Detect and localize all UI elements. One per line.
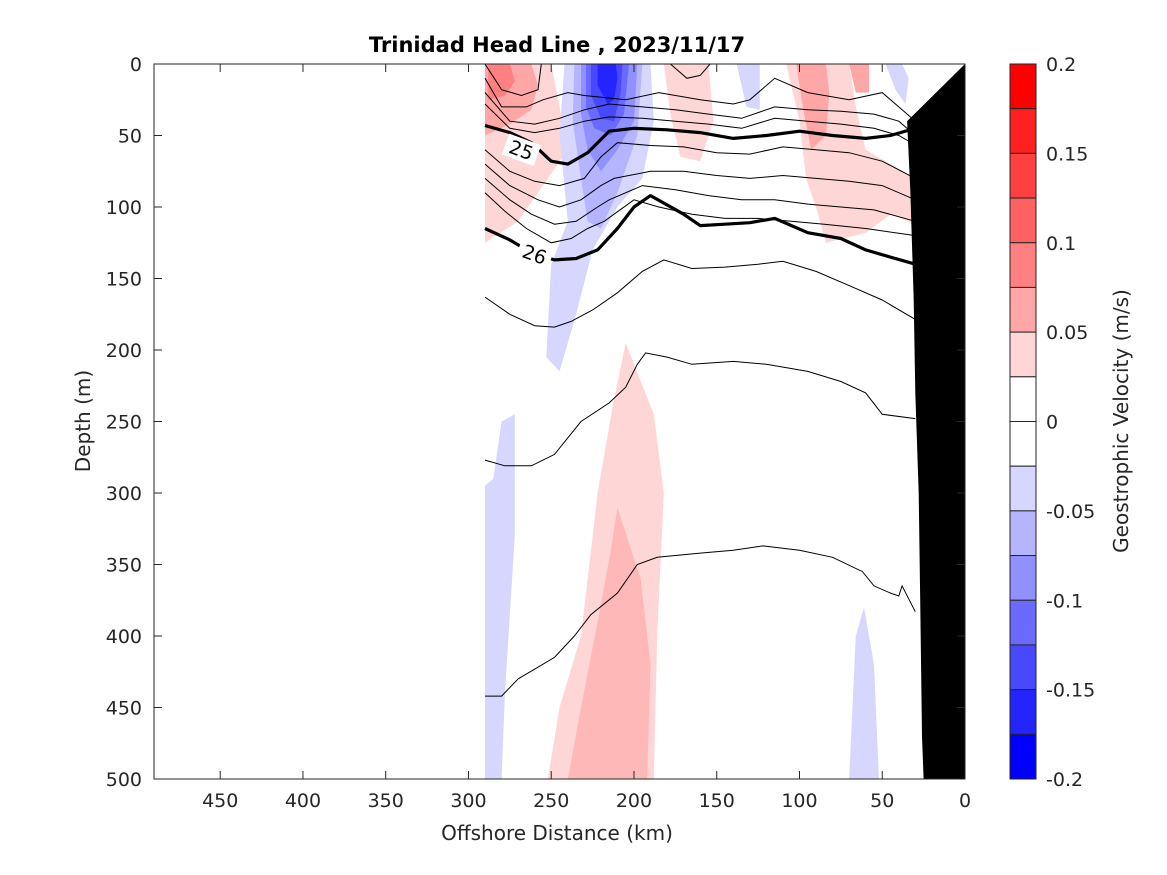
x-tick-label: 200: [616, 790, 652, 812]
colorbar-tick-label: 0.1: [1046, 233, 1076, 255]
isopycnal-line: [484, 77, 916, 122]
x-tick-label: 100: [781, 790, 817, 812]
colorbar-tick-label: 0: [1046, 412, 1058, 434]
x-tick-label: 50: [870, 790, 894, 812]
colorbar-cell: [1009, 421, 1037, 467]
colorbar-cell: [1009, 733, 1037, 780]
x-tick-label: 450: [202, 790, 238, 812]
colorbar-cell: [1009, 510, 1037, 557]
colorbar-frame: [1009, 63, 1037, 780]
y-tick-label: 350: [106, 555, 142, 577]
x-tick-label: 300: [450, 790, 486, 812]
velocity-region-neg-upper-shallow2: [885, 64, 909, 104]
x-tick-label: 150: [699, 790, 735, 812]
colorbar-tick-label: 0.05: [1046, 322, 1088, 344]
colorbar-tick-label: -0.1: [1046, 590, 1083, 612]
axes: 450 400 350 300 250 200 150 100 50 00501001502002…: [106, 54, 971, 812]
x-tick-label: 400: [285, 790, 321, 812]
colorbar: 0.2 0.15 0.1 0.05 0 -0.05 -0.1 -0.15 -0.2: [1009, 54, 1095, 791]
bathymetry: [907, 64, 965, 779]
isopycnal-line: [484, 192, 916, 244]
colorbar-cell: [1009, 599, 1037, 646]
y-axis-label: Depth (m): [71, 370, 95, 472]
y-tick-label: 200: [106, 340, 142, 362]
colorbar-tick-label: 0.2: [1046, 54, 1076, 76]
velocity-region-neg-deep-right: [849, 607, 879, 779]
colorbar-cell: [1009, 197, 1037, 244]
colorbar-tick-label: -0.15: [1046, 680, 1095, 702]
contour-label-background: [514, 238, 555, 271]
colorbar-cell: [1009, 331, 1037, 378]
colorbar-cell: [1009, 644, 1037, 691]
velocity-region-neg-deep-left: [485, 414, 515, 779]
colorbar-tick-label: -0.2: [1046, 769, 1083, 791]
velocity-region-pos-upper-right-core2: [849, 64, 869, 93]
y-tick-label: 300: [106, 483, 142, 505]
isopycnal-line: [484, 352, 916, 467]
isopycnal-line: [484, 103, 924, 151]
isopycnal-line: [484, 92, 916, 136]
isopycnal-bold-26: [484, 194, 933, 266]
x-tick-label: 350: [368, 790, 404, 812]
x-tick-label: 0: [959, 790, 971, 812]
x-tick-label: 250: [533, 790, 569, 812]
colorbar-cells: [1009, 63, 1037, 780]
velocity-region-pos-upper-mid: [663, 64, 714, 162]
colorbar-cell: [1009, 63, 1037, 110]
colorbar-tick-label: -0.05: [1046, 501, 1095, 523]
isopycnal-line: [484, 142, 916, 187]
isopycnal-line: [484, 163, 916, 208]
colorbar-cell: [1009, 555, 1037, 601]
velocity-region-neg-upper-shallow: [736, 64, 760, 110]
colorbar-ticks: 0.2 0.15 0.1 0.05 0 -0.05 -0.1 -0.15 -0.2: [1046, 54, 1095, 791]
isopycnal-bold-25: [484, 122, 933, 166]
colorbar-cell: [1009, 242, 1037, 288]
colorbar-cell: [1009, 286, 1037, 333]
colorbar-tick-label: 0.15: [1046, 143, 1088, 165]
y-tick-label: 450: [106, 698, 142, 720]
y-tick-label: 500: [106, 769, 142, 791]
colorbar-cell: [1009, 152, 1037, 199]
y-tick-label: 0: [130, 54, 142, 76]
velocity-region-pos-upper-right-core: [796, 64, 830, 150]
isopycnal-line: [484, 178, 916, 225]
isopycnal-line: [484, 64, 542, 97]
y-tick-label: 250: [106, 412, 142, 434]
y-tick-label: 150: [106, 269, 142, 291]
contour-label-background: [501, 133, 542, 166]
velocity-region-pos-upper-left-core: [488, 64, 515, 100]
colorbar-cell: [1009, 376, 1037, 422]
colorbar-label: Geostrophic Velocity (m/s): [1109, 289, 1133, 553]
bathymetry-shape: [907, 64, 965, 779]
isopycnal-line: [484, 259, 924, 328]
colorbar-cell: [1009, 689, 1037, 735]
velocity-region-neg-core-5: [597, 64, 618, 104]
colorbar-cell: [1009, 108, 1037, 154]
y-tick-label: 50: [118, 126, 142, 148]
colorbar-cell: [1009, 465, 1037, 512]
isopycnal-line: [485, 545, 916, 697]
isopycnal-line: [670, 64, 711, 79]
chart-title: Trinidad Head Line , 2023/11/17: [369, 33, 745, 57]
y-tick-label: 100: [106, 197, 142, 219]
x-axis-label: Offshore Distance (km): [441, 821, 673, 845]
y-tick-label: 400: [106, 626, 142, 648]
